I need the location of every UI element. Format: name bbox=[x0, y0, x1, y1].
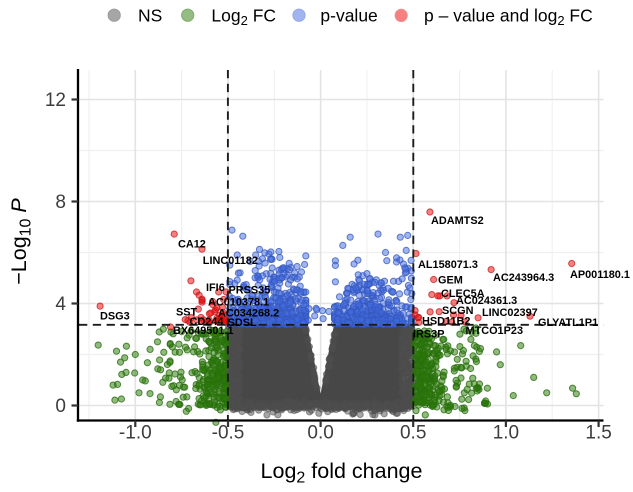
svg-text:0.0: 0.0 bbox=[307, 423, 333, 444]
svg-text:HSD11B2: HSD11B2 bbox=[422, 316, 470, 328]
svg-text:−Log10 P: −Log10 P bbox=[7, 198, 35, 285]
svg-text:BX649501.1: BX649501.1 bbox=[173, 325, 234, 337]
svg-text:PRSS35: PRSS35 bbox=[229, 285, 271, 297]
svg-text:0: 0 bbox=[55, 396, 66, 417]
svg-text:CA12: CA12 bbox=[178, 239, 206, 251]
svg-text:IFI6: IFI6 bbox=[206, 282, 225, 294]
svg-text:-1.0: -1.0 bbox=[119, 423, 152, 444]
svg-text:0.5: 0.5 bbox=[400, 423, 426, 444]
svg-text:GLYATL1P1: GLYATL1P1 bbox=[538, 317, 598, 329]
svg-text:LINC01182: LINC01182 bbox=[203, 255, 258, 267]
svg-text:IRS3P: IRS3P bbox=[413, 329, 444, 341]
svg-text:AC243964.3: AC243964.3 bbox=[493, 272, 554, 284]
svg-text:AL158071.3: AL158071.3 bbox=[418, 259, 478, 271]
svg-text:8: 8 bbox=[55, 192, 66, 213]
svg-text:1.5: 1.5 bbox=[585, 423, 611, 444]
svg-text:Log2 fold change: Log2 fold change bbox=[261, 459, 423, 487]
svg-text:LINC02397: LINC02397 bbox=[482, 307, 538, 319]
svg-text:GEM: GEM bbox=[438, 275, 463, 287]
svg-text:ADAMTS2: ADAMTS2 bbox=[431, 215, 484, 227]
svg-text:MTCO1P23: MTCO1P23 bbox=[466, 325, 524, 337]
svg-text:DSG3: DSG3 bbox=[100, 311, 130, 323]
svg-text:-0.5: -0.5 bbox=[212, 423, 245, 444]
svg-text:AP001180.1: AP001180.1 bbox=[570, 269, 630, 281]
svg-text:1.0: 1.0 bbox=[493, 423, 519, 444]
svg-text:4: 4 bbox=[55, 294, 66, 315]
svg-text:p – value and log2 FC: p – value and log2 FC bbox=[424, 6, 593, 29]
svg-text:p-value: p-value bbox=[320, 6, 377, 26]
svg-text:NS: NS bbox=[138, 6, 162, 26]
svg-text:12: 12 bbox=[45, 90, 66, 111]
